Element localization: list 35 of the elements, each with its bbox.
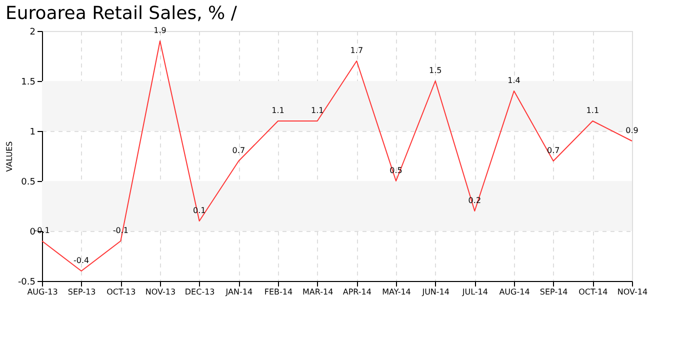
data-label: 1.1 <box>272 106 284 115</box>
data-label: 1.1 <box>586 106 600 115</box>
x-tick-label: OCT-14 <box>578 288 608 296</box>
y-tick-label: 0 <box>30 228 36 238</box>
data-label: 0.9 <box>626 126 638 135</box>
data-label: -0.4 <box>74 256 90 265</box>
x-tick-label: NOV-14 <box>617 288 648 296</box>
y-tick-label: 1 <box>30 128 36 138</box>
x-tick-label: NOV-13 <box>145 288 176 296</box>
y-tick-label: 2 <box>30 28 36 38</box>
x-tick-label: DEC-13 <box>184 288 215 296</box>
x-tick-label: SEP-13 <box>68 288 96 296</box>
x-tick-label: OCT-13 <box>106 288 136 296</box>
chart-title: Euroarea Retail Sales, % / <box>5 3 238 24</box>
x-tick-label: AUG-14 <box>499 288 530 296</box>
y-tick-label: -0.5 <box>18 278 36 288</box>
x-tick-label: MAR-14 <box>302 288 334 296</box>
data-label: 1.1 <box>310 106 324 115</box>
x-tick-label: SEP-14 <box>540 288 568 296</box>
x-tick-label: FEB-14 <box>264 288 293 296</box>
y-tick-label: 1.5 <box>21 78 36 88</box>
x-tick-label: AUG-13 <box>27 288 58 296</box>
x-tick-label: JUN-14 <box>421 288 450 296</box>
x-tick-label: JAN-14 <box>224 288 253 296</box>
y-axis-title: VALUES <box>4 141 14 172</box>
x-tick-label: JUL-14 <box>461 288 488 296</box>
data-label: 1.9 <box>154 26 166 35</box>
data-label: 1.5 <box>428 66 442 75</box>
data-label: 0.7 <box>546 146 560 155</box>
data-label: 0.7 <box>232 146 246 155</box>
x-tick-label: MAY-14 <box>382 288 411 296</box>
data-label: 1.7 <box>350 46 364 55</box>
x-tick-label: APR-14 <box>342 288 372 296</box>
y-tick-label: 0.5 <box>21 178 36 188</box>
data-label: 1.4 <box>508 76 520 85</box>
